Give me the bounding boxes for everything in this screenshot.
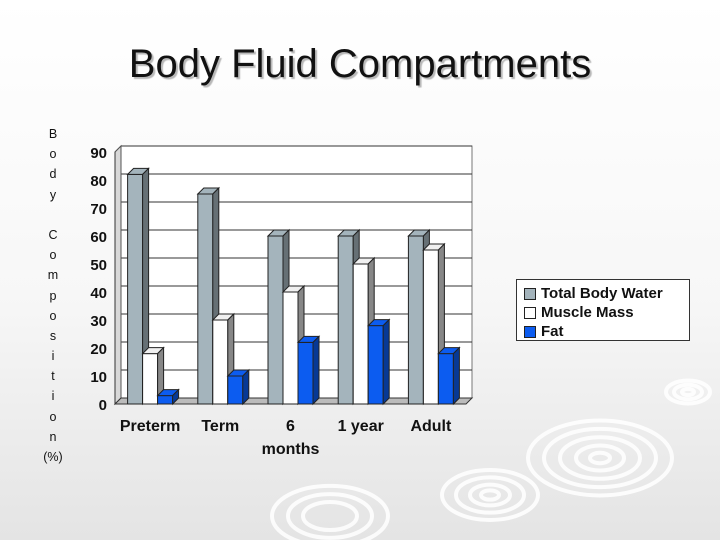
- bar-muscle-mass: [212, 319, 229, 405]
- y-tick-label: 40: [90, 285, 107, 302]
- bar-fat: [437, 353, 454, 405]
- bar-total-body-water: [127, 173, 144, 405]
- ripple-ring: [542, 426, 658, 490]
- bar-fat: [297, 341, 314, 405]
- legend-item-fat: Fat: [524, 322, 689, 341]
- ripple-ring: [479, 488, 501, 502]
- x-tick-label: months: [262, 441, 320, 458]
- bar-total-body-water: [407, 235, 424, 405]
- ripple-ring: [588, 450, 612, 466]
- legend-swatch-muscle-mass: [524, 306, 536, 319]
- y-axis-label-letter: t: [51, 369, 55, 384]
- y-tick-label: 70: [90, 201, 107, 218]
- y-axis-label-letter: o: [49, 147, 57, 162]
- bar-side: [382, 318, 390, 406]
- x-tick-label: Preterm: [120, 418, 180, 435]
- chart-legend: Total Body Water Muscle Mass Fat: [516, 279, 690, 341]
- ripple-ring: [680, 386, 696, 398]
- y-axis-label-letter: m: [47, 268, 59, 283]
- y-tick-label: 50: [90, 257, 107, 274]
- ripple-ring: [454, 475, 526, 515]
- y-tick-label: 90: [90, 145, 107, 162]
- ripple-ring: [672, 382, 704, 402]
- y-axis-label-letter: o: [49, 308, 57, 323]
- y-tick-label: 80: [90, 173, 107, 190]
- y-axis-label-letter: i: [51, 389, 55, 404]
- ripple-ring: [574, 443, 626, 473]
- bar-muscle-mass: [142, 353, 159, 405]
- y-tick-label: 60: [90, 229, 107, 246]
- y-axis-label-letter: n: [49, 429, 57, 444]
- y-axis-label-unit: (%): [43, 450, 63, 464]
- bar-total-body-water: [197, 193, 214, 405]
- legend-label-total-body-water: Total Body Water: [541, 285, 663, 302]
- bar-side: [312, 335, 320, 406]
- bar-fat: [157, 395, 174, 405]
- y-axis-label-letter: B: [48, 127, 58, 141]
- y-axis-label-letter: o: [49, 409, 57, 424]
- slide-title: Body Fluid Compartments: [128, 42, 592, 86]
- bar-muscle-mass: [422, 249, 439, 405]
- legend-label-fat: Fat: [541, 323, 564, 340]
- y-tick-label: 0: [99, 397, 107, 414]
- bar-side: [242, 368, 250, 406]
- bar-total-body-water: [337, 235, 354, 405]
- ripple-ring: [558, 435, 642, 481]
- legend-swatch-total-body-water: [524, 287, 536, 300]
- bar-total-body-water: [267, 235, 284, 405]
- legend-item-total-body-water: Total Body Water: [524, 284, 689, 303]
- bar-side: [452, 346, 460, 406]
- ripple-ring: [270, 483, 390, 540]
- y-axis-label-letter: d: [49, 167, 57, 182]
- y-axis-label-letter: s: [49, 328, 57, 343]
- x-tick-label: 6: [286, 418, 295, 435]
- y-axis-label-letter: y: [49, 187, 57, 202]
- y-axis-label-letter: C: [48, 227, 58, 242]
- x-tick-label: 1 year: [338, 418, 384, 435]
- y-tick-label: 30: [90, 313, 107, 330]
- legend-item-muscle-mass: Muscle Mass: [524, 303, 689, 322]
- ripple-ring: [526, 418, 674, 498]
- bar-muscle-mass: [352, 263, 369, 405]
- ripple-ring: [664, 378, 712, 406]
- plot-side-wall: [114, 144, 122, 406]
- x-tick-label: Adult: [410, 418, 452, 435]
- ripple-ring: [468, 482, 512, 508]
- bar-fat: [227, 375, 244, 405]
- ripple-ring: [286, 492, 374, 540]
- bar-fat: [367, 325, 384, 405]
- y-tick-label: 20: [90, 341, 107, 358]
- ripple-ring: [440, 468, 540, 522]
- y-tick-label: 10: [90, 369, 107, 386]
- y-axis-label-letter: o: [49, 248, 57, 263]
- y-axis-label-letter: p: [49, 288, 57, 303]
- x-tick-label: Term: [201, 418, 239, 435]
- legend-swatch-fat: [524, 325, 536, 338]
- bar-side: [172, 388, 180, 406]
- bar-muscle-mass: [282, 291, 299, 405]
- legend-label-muscle-mass: Muscle Mass: [541, 304, 634, 321]
- ripple-ring: [301, 499, 359, 533]
- y-axis-label-letter: i: [51, 349, 55, 364]
